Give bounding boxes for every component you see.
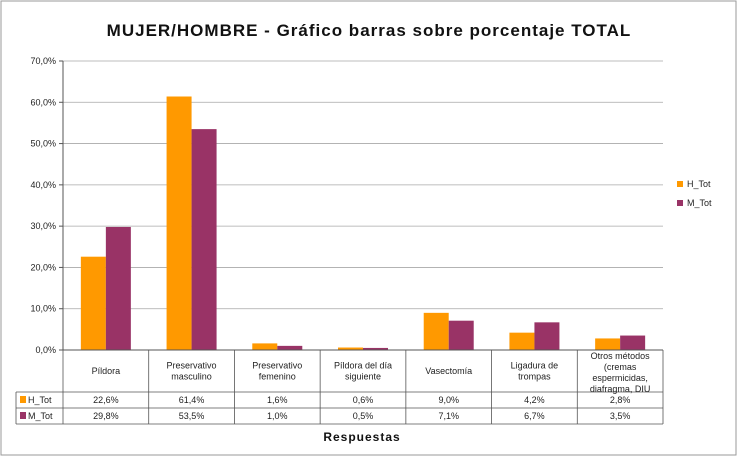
bar-h-tot (252, 343, 278, 350)
data-value-label: 53,5% (179, 411, 205, 421)
bars-group (80, 96, 646, 351)
data-value-label: 9,0% (438, 395, 459, 405)
data-value-label: 3,5% (610, 411, 631, 421)
category-label: femenino (259, 372, 296, 382)
data-value-label: 22,6% (93, 395, 119, 405)
category-label: Preservativo (252, 361, 302, 371)
bar-m-tot (363, 347, 388, 350)
y-tick-label: 10,0% (30, 304, 56, 314)
bar-m-tot (620, 335, 646, 350)
y-tick-label: 60,0% (30, 97, 56, 107)
data-value-label: 1,0% (267, 411, 288, 421)
category-label: Vasectomía (425, 366, 472, 376)
bar-h-tot (595, 338, 621, 350)
bar-m-tot (191, 129, 217, 350)
bar-m-tot (277, 345, 303, 350)
data-value-label: 0,6% (353, 395, 374, 405)
bar-m-tot (105, 226, 131, 350)
category-label: siguiente (345, 372, 381, 382)
y-tick-label: 40,0% (30, 180, 56, 190)
series-name-label: H_Tot (28, 395, 52, 405)
y-tick-label: 20,0% (30, 262, 56, 272)
table-legend-key (20, 396, 26, 403)
category-label: Ligadura de (511, 361, 559, 371)
data-value-label: 29,8% (93, 411, 119, 421)
legend-key (677, 181, 683, 187)
legend: H_Tot M_Tot (677, 179, 712, 208)
bar-h-tot (166, 96, 192, 351)
y-tick-label: 70,0% (30, 56, 56, 66)
data-table: PíldoraPreservativomasculinoPreservativo… (15, 349, 664, 425)
data-value-label: 2,8% (610, 395, 631, 405)
legend-label: H_Tot (687, 179, 711, 189)
data-value-label: 1,6% (267, 395, 288, 405)
bar-m-tot (534, 322, 560, 350)
data-value-label: 4,2% (524, 395, 545, 405)
x-axis-label: Respuestas (323, 430, 400, 444)
category-label: trompas (518, 372, 551, 382)
category-label: Píldora del día (334, 361, 392, 371)
category-label: diafragma, DIU (590, 384, 651, 394)
bar-h-tot (509, 332, 535, 350)
bar-m-tot (448, 320, 474, 350)
series-name-label: M_Tot (28, 411, 53, 421)
category-label: espermicidas, (592, 373, 648, 383)
legend-key (677, 200, 683, 206)
category-label: masculino (171, 372, 212, 382)
category-label: (cremas (604, 362, 637, 372)
table-legend-key (20, 412, 26, 419)
y-tick-label: 30,0% (30, 221, 56, 231)
data-value-label: 61,4% (179, 395, 205, 405)
bar-h-tot (80, 256, 106, 350)
category-label: Preservativo (167, 361, 217, 371)
data-value-label: 0,5% (353, 411, 374, 421)
chart-title: MUJER/HOMBRE - Gráfico barras sobre porc… (107, 21, 632, 40)
legend-label: M_Tot (687, 198, 712, 208)
bar-h-tot (338, 347, 363, 350)
category-label: Otros métodos (591, 351, 651, 361)
y-tick-label: 50,0% (30, 139, 56, 149)
category-label: Píldora (92, 366, 121, 376)
bar-h-tot (423, 312, 449, 350)
data-value-label: 6,7% (524, 411, 545, 421)
data-value-label: 7,1% (438, 411, 459, 421)
y-tick-label: 0,0% (35, 345, 56, 355)
